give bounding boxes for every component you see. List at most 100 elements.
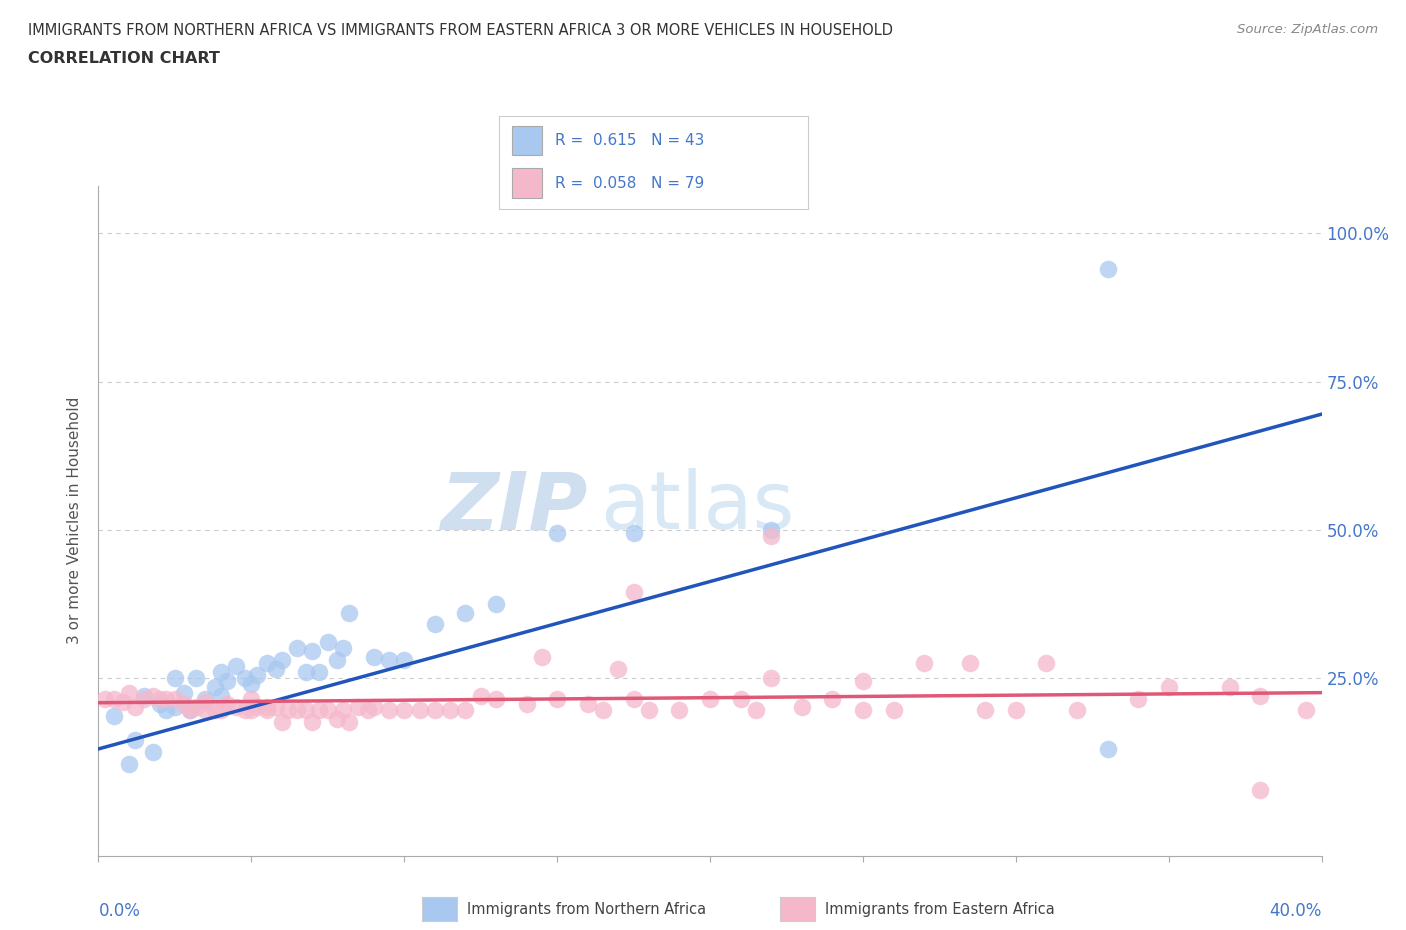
Point (347, 700, 370, 715)
Point (285, 641, 308, 656)
Point (270, 653, 292, 668)
Point (423, 618, 446, 632)
Point (149, 698, 172, 712)
Point (215, 698, 238, 712)
Point (392, 703, 416, 718)
Point (163, 700, 186, 715)
Point (277, 703, 299, 718)
Point (485, 691, 508, 706)
Point (246, 700, 269, 715)
Point (332, 641, 354, 656)
Point (93, 691, 115, 706)
Point (233, 703, 256, 718)
Text: 0.0%: 0.0% (98, 902, 141, 921)
Point (270, 715, 292, 730)
Point (356, 703, 378, 718)
Point (423, 703, 446, 718)
Point (301, 715, 323, 730)
Point (607, 661, 630, 676)
Text: Source: ZipAtlas.com: Source: ZipAtlas.com (1237, 23, 1378, 36)
Point (470, 688, 492, 703)
Point (124, 700, 146, 715)
Point (204, 703, 226, 718)
Point (308, 703, 330, 718)
Text: CORRELATION CHART: CORRELATION CHART (28, 51, 219, 66)
Point (546, 691, 568, 706)
Point (530, 650, 553, 665)
Point (240, 703, 263, 718)
Point (485, 596, 508, 611)
Point (1295, 703, 1317, 718)
Point (118, 685, 141, 700)
Text: IMMIGRANTS FROM NORTHERN AFRICA VS IMMIGRANTS FROM EASTERN AFRICA 3 OR MORE VEHI: IMMIGRANTS FROM NORTHERN AFRICA VS IMMIG… (28, 23, 893, 38)
Point (194, 703, 217, 718)
Point (225, 658, 247, 673)
Point (215, 673, 238, 688)
Point (142, 744, 165, 759)
Text: 40.0%: 40.0% (1270, 902, 1322, 921)
Point (194, 691, 217, 706)
Point (155, 703, 177, 718)
Point (209, 703, 232, 718)
Point (240, 691, 263, 706)
Point (326, 711, 349, 726)
Point (912, 656, 935, 671)
Point (301, 644, 323, 658)
Bar (512, 126, 543, 155)
Point (1128, 691, 1150, 706)
Point (173, 698, 195, 712)
Point (118, 756, 141, 771)
Point (134, 691, 156, 706)
Point (668, 703, 690, 718)
Point (1219, 679, 1241, 694)
Point (179, 703, 201, 718)
Point (392, 653, 416, 668)
Point (852, 703, 875, 718)
Point (974, 703, 997, 718)
Point (163, 691, 186, 706)
Point (186, 671, 208, 685)
Text: R =  0.058   N = 79: R = 0.058 N = 79 (555, 176, 704, 191)
Point (233, 671, 256, 685)
Point (256, 700, 278, 715)
Point (363, 650, 385, 665)
Point (264, 661, 287, 676)
Text: R =  0.615   N = 43: R = 0.615 N = 43 (555, 133, 704, 148)
Text: atlas: atlas (600, 469, 794, 547)
Point (103, 691, 125, 706)
Point (378, 703, 401, 718)
Point (194, 694, 217, 709)
Point (295, 664, 318, 679)
Point (295, 703, 318, 718)
Point (546, 525, 568, 540)
Point (209, 688, 232, 703)
Point (163, 671, 186, 685)
Point (1097, 741, 1119, 756)
Point (155, 691, 177, 706)
Point (730, 691, 752, 706)
Point (759, 523, 782, 538)
Point (337, 715, 360, 730)
Point (454, 703, 477, 718)
Point (1157, 679, 1180, 694)
Point (439, 703, 461, 718)
Point (363, 700, 385, 715)
Point (623, 525, 645, 540)
Point (103, 709, 125, 724)
Point (332, 703, 354, 718)
Point (759, 528, 782, 543)
Point (790, 700, 813, 715)
Point (821, 691, 844, 706)
Point (256, 703, 278, 718)
Text: ZIP: ZIP (440, 469, 588, 547)
Point (745, 703, 768, 718)
Point (852, 673, 875, 688)
Point (883, 703, 905, 718)
Text: Immigrants from Eastern Africa: Immigrants from Eastern Africa (825, 902, 1054, 917)
Point (316, 635, 339, 650)
Point (240, 676, 263, 691)
Point (209, 664, 232, 679)
Point (179, 703, 201, 718)
Point (699, 691, 721, 706)
Point (592, 703, 614, 718)
